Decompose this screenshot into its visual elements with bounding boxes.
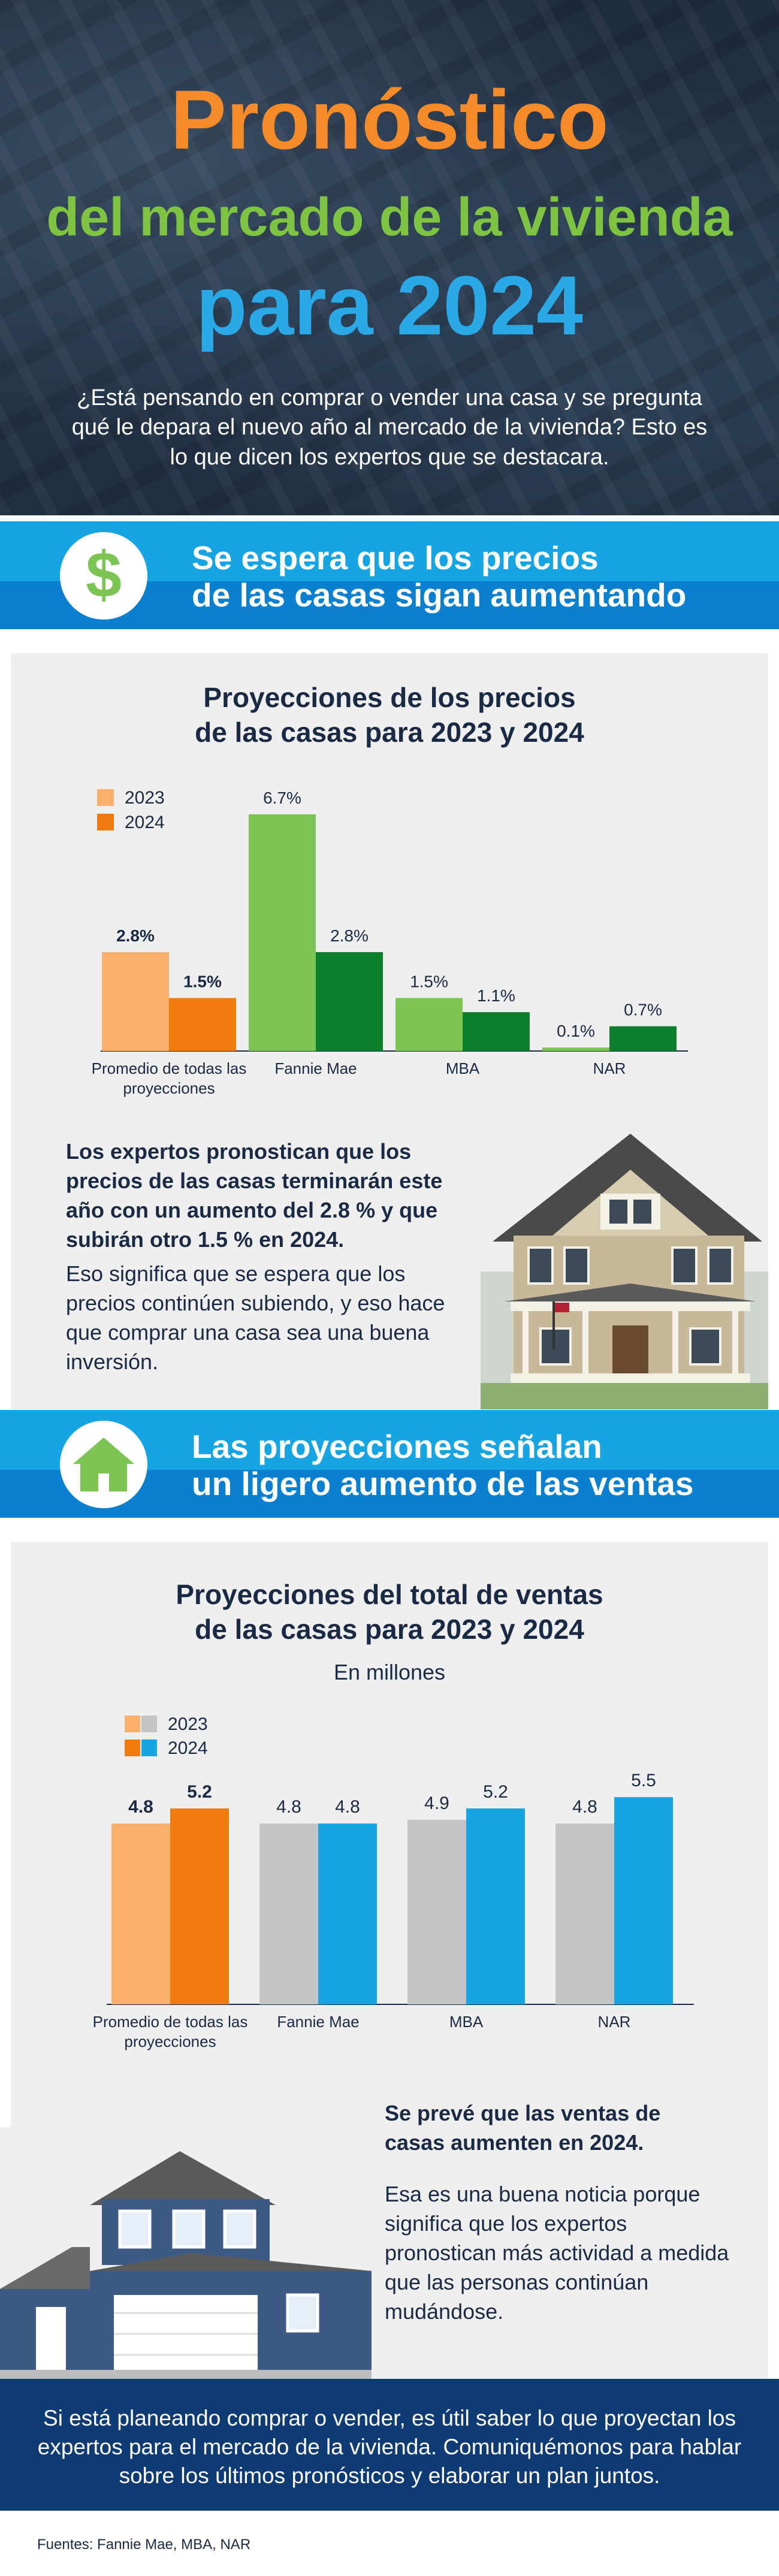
bar-2024-0	[170, 1808, 229, 2004]
chart1-legend-2023: 2023	[97, 789, 165, 807]
data-label-2024-2: 5.2	[483, 1782, 508, 1802]
bar-2024-1	[318, 1823, 377, 2004]
section2-band: Las proyecciones señalan un ligero aumen…	[0, 1410, 779, 1518]
house-icon	[73, 1438, 134, 1491]
category-label-0: Promedio de todas las	[92, 1059, 247, 1077]
chart1-legend-2024: 2024	[97, 814, 165, 832]
data-label-2023-0: 2.8%	[116, 926, 155, 945]
hero-title-line1: Pronóstico	[170, 73, 609, 167]
chart2-title-line1: Proyecciones del total de ventas	[176, 1579, 603, 1610]
bar-2023-2	[395, 998, 463, 1051]
data-label-2024-1: 4.8	[335, 1797, 360, 1817]
chart2-legend-2024: 2024	[125, 1740, 208, 1757]
category-label-3: NAR	[598, 2013, 631, 2031]
data-label-2024-2: 1.1%	[477, 986, 515, 1005]
bar-2024-1	[316, 952, 383, 1051]
section2-title: Las proyecciones señalan un ligero aumen…	[192, 1428, 693, 1502]
category-label-1: Fannie Mae	[274, 1059, 357, 1077]
blue-house-image	[0, 2127, 372, 2379]
bar-2023-0	[111, 1823, 170, 2004]
data-label-2023-3: 0.1%	[557, 1022, 595, 1040]
section1-band: $ Se espera que los precios de las casas…	[0, 521, 779, 629]
bar-2023-1	[259, 1823, 318, 2004]
chart2-title-line2: de las casas para 2023 y 2024	[195, 1613, 584, 1645]
bar-2024-3	[609, 1026, 677, 1051]
chart1-title: Proyecciones de los precios de las casas…	[11, 681, 768, 750]
data-label-2024-1: 2.8%	[330, 926, 369, 945]
chart1-plot: 2.8% 1.5% Promedio de todas las proyeccione…	[92, 789, 688, 1097]
section1-title: Se espera que los precios de las casas s…	[192, 539, 686, 614]
category-label-2: MBA	[449, 2013, 484, 2031]
data-label-2023-2: 4.9	[424, 1793, 449, 1813]
bar-2023-2	[407, 1819, 466, 2004]
section2-note: Esa es una buena noticia porque signific…	[385, 2182, 729, 2324]
data-label-2023-1: 4.8	[276, 1797, 301, 1817]
bar-2023-3	[555, 1823, 614, 2004]
section1-title-line2: de las casas sigan aumentando	[192, 576, 687, 614]
dollar-icon-circle: $	[60, 532, 147, 620]
chart2-plot: 4.8 5.2 Promedio de todas las proyecciones 4…	[93, 1771, 694, 2050]
house-icon-circle	[60, 1421, 147, 1508]
bar-2024-3	[614, 1797, 673, 2004]
section1-note-bold: Los expertos pronostican que los precios…	[66, 1139, 443, 1252]
section2-note-bold: Se prevé que las ventas de casas aumente…	[385, 2101, 661, 2155]
data-label-2023-2: 1.5%	[410, 973, 448, 991]
two-story-house-image	[481, 1122, 768, 1409]
footer-cta: Si está planeando comprar o vender, es ú…	[0, 2379, 779, 2511]
category-label-0: proyecciones	[123, 1079, 215, 1097]
hero-intro: ¿Está pensando en comprar o vender una c…	[71, 385, 708, 470]
bar-2023-0	[102, 952, 169, 1051]
svg-text:$: $	[86, 538, 122, 611]
chart2-subtitle: En millones	[333, 1660, 446, 1684]
category-label-1: Fannie Mae	[277, 2013, 359, 2031]
chart1-legend-swatch-2024	[97, 814, 114, 831]
category-label-3: NAR	[593, 1059, 626, 1077]
chart2-legend-swatch-2023	[141, 1716, 157, 1732]
category-label-2: MBA	[446, 1059, 480, 1077]
bar-2023-3	[542, 1047, 609, 1051]
chart2-legend-2023: 2023	[125, 1716, 208, 1734]
section2-panel: Proyecciones del total de ventas de las …	[0, 1542, 768, 2379]
hero-title-line3: para 2024	[195, 258, 584, 352]
chart1-legend-swatch-2023	[97, 789, 114, 806]
data-label-2023-1: 6.7%	[263, 789, 301, 807]
dollar-icon: $	[86, 538, 122, 611]
section2-title-line2: un ligero aumento de las ventas	[192, 1465, 694, 1503]
sources-note: Fuentes: Fannie Mae, MBA, NAR	[37, 2536, 251, 2553]
category-label-0: proyecciones	[124, 2033, 216, 2050]
data-label-2023-0: 4.8	[128, 1797, 153, 1817]
section1-note: Eso significa que se espera que los prec…	[66, 1261, 445, 1374]
bar-2024-2	[466, 1808, 525, 2004]
chart2-title: Proyecciones del total de ventas de las …	[11, 1578, 768, 1647]
data-label-2023-3: 4.8	[572, 1797, 597, 1817]
hero-section: Pronóstico del mercado de la vivienda pa…	[0, 0, 779, 515]
hero-title-line2: del mercado de la vivienda	[46, 188, 733, 247]
data-label-2024-3: 0.7%	[624, 1001, 662, 1019]
data-label-2024-0: 5.2	[187, 1782, 212, 1802]
section1-panel: Proyecciones de los precios de las casas…	[11, 653, 768, 1409]
section1-title-line1: Se espera que los precios	[192, 539, 599, 576]
data-label-2024-3: 5.5	[631, 1771, 656, 1790]
chart1-title-line1: Proyecciones de los precios	[203, 682, 576, 713]
category-label-0: Promedio de todas las	[93, 2013, 248, 2031]
section2-title-line1: Las proyecciones señalan	[192, 1428, 602, 1465]
bar-2023-1	[249, 814, 316, 1051]
chart1-title-line2: de las casas para 2023 y 2024	[195, 716, 584, 748]
bar-2024-0	[169, 998, 236, 1051]
bar-2024-2	[463, 1012, 530, 1051]
data-label-2024-0: 1.5%	[183, 973, 222, 991]
footer-text: Si está planeando comprar o vender, es ú…	[37, 2406, 742, 2489]
chart2-legend-swatch-2024	[141, 1740, 157, 1756]
